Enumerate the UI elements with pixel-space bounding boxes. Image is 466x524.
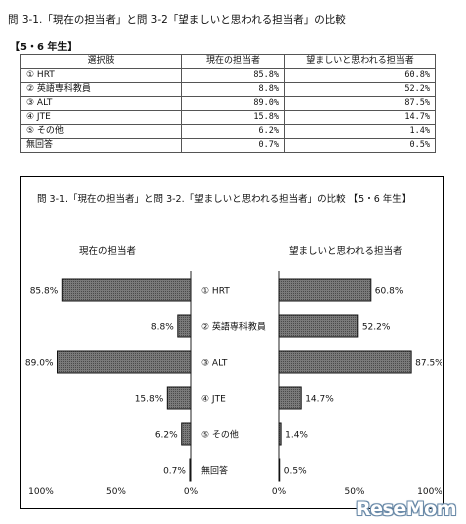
table-cell-desired: 60.8%	[284, 68, 436, 83]
right-tick-label: 50%	[344, 487, 364, 497]
category-label: ① HRT	[201, 287, 230, 297]
grade-label: 【5・6 年生】	[10, 42, 78, 53]
bar-current	[57, 350, 192, 374]
bar-desired	[278, 350, 412, 374]
bar-current	[61, 278, 192, 302]
table-cell-option: ③ ALT	[20, 96, 182, 111]
table-row: ① HRT 85.8% 60.8%	[20, 68, 436, 83]
table-cell-desired: 14.7%	[284, 110, 436, 125]
bar-desired	[278, 278, 372, 302]
chart-title: 問 3-1.「現在の担当者」と問 3-2.「望ましいと思われる担当者」の比較 【…	[37, 194, 412, 205]
bar-desired	[278, 386, 302, 410]
data-label-current: 85.8%	[30, 287, 59, 297]
category-label: ② 英語専科教員	[201, 321, 266, 333]
data-label-current: 0.7%	[163, 467, 186, 477]
page-title: 問 3-1.「現在の担当者」と問 3-2「望ましいと思われる担当者」の比較	[8, 14, 346, 26]
summary-table: 選択肢 現在の担当者 望ましいと思われる担当者 ① HRT 85.8% 60.8…	[20, 54, 436, 153]
bar-desired	[278, 422, 282, 446]
category-label: ④ JTE	[201, 395, 226, 405]
table-cell-option: ① HRT	[20, 68, 182, 83]
table-cell-desired: 87.5%	[284, 96, 436, 111]
table-cell-desired: 0.5%	[284, 138, 436, 153]
data-label-desired: 1.4%	[285, 431, 308, 441]
data-label-current: 89.0%	[25, 359, 54, 369]
data-label-desired: 0.5%	[284, 467, 307, 477]
data-label-current: 15.8%	[135, 395, 164, 405]
table-cell-current: 85.8%	[181, 68, 285, 83]
data-label-desired: 52.2%	[362, 323, 391, 333]
table-cell-current: 6.2%	[181, 124, 285, 139]
table-cell-desired: 1.4%	[284, 124, 436, 139]
table-cell-option: ④ JTE	[20, 110, 182, 125]
data-label-desired: 60.8%	[375, 287, 404, 297]
chart-box: 問 3-1.「現在の担当者」と問 3-2.「望ましいと思われる担当者」の比較 【…	[20, 176, 444, 509]
table-cell-current: 8.8%	[181, 82, 285, 97]
table-row: 無回答 0.7% 0.5%	[20, 138, 436, 153]
bar-current	[177, 314, 192, 338]
table-header-option: 選択肢	[20, 54, 182, 69]
right-tick-label: 100%	[417, 487, 442, 497]
left-tick-label: 0%	[184, 487, 199, 497]
left-tick-label: 100%	[28, 487, 54, 497]
table-row: ③ ALT 89.0% 87.5%	[20, 96, 436, 111]
bar-current	[181, 422, 192, 446]
bar-current	[166, 386, 192, 410]
bar-desired	[278, 458, 281, 482]
left-tick-label: 50%	[106, 487, 126, 497]
category-label: ③ ALT	[201, 359, 228, 369]
data-label-current: 8.8%	[151, 323, 174, 333]
category-label: ⑤ その他	[201, 429, 239, 441]
table-header-desired: 望ましいと思われる担当者	[284, 54, 436, 69]
bar-desired	[278, 314, 359, 338]
left-panel-title: 現在の担当者	[79, 246, 137, 257]
right-panel-title: 望ましいと思われる担当者	[289, 246, 403, 257]
table-cell-option: ② 英語専科教員	[20, 82, 182, 97]
table-cell-current: 15.8%	[181, 110, 285, 125]
data-label-desired: 14.7%	[305, 395, 334, 405]
category-label: 無回答	[201, 465, 228, 477]
table-cell-option: ⑤ その他	[20, 124, 182, 139]
butterfly-chart: 85.8% 60.8% ① HRT 8.8% 52.2% ② 英語専科教員 89.0% 87.…	[25, 271, 442, 497]
table-cell-current: 89.0%	[181, 96, 285, 111]
table-cell-desired: 52.2%	[284, 82, 436, 97]
data-label-current: 6.2%	[155, 431, 178, 441]
bar-current	[189, 458, 192, 482]
table-header-current: 現在の担当者	[181, 54, 285, 69]
right-tick-label: 0%	[272, 487, 287, 497]
table-cell-current: 0.7%	[181, 138, 285, 153]
table-cell-option: 無回答	[20, 138, 182, 153]
table-row: ④ JTE 15.8% 14.7%	[20, 110, 436, 125]
resemom-watermark: ReseMom	[356, 498, 456, 520]
table-row: ⑤ その他 6.2% 1.4%	[20, 124, 436, 139]
table-row: ② 英語専科教員 8.8% 52.2%	[20, 82, 436, 97]
table-header-row: 選択肢 現在の担当者 望ましいと思われる担当者	[20, 54, 436, 69]
data-label-desired: 87.5%	[415, 359, 442, 369]
